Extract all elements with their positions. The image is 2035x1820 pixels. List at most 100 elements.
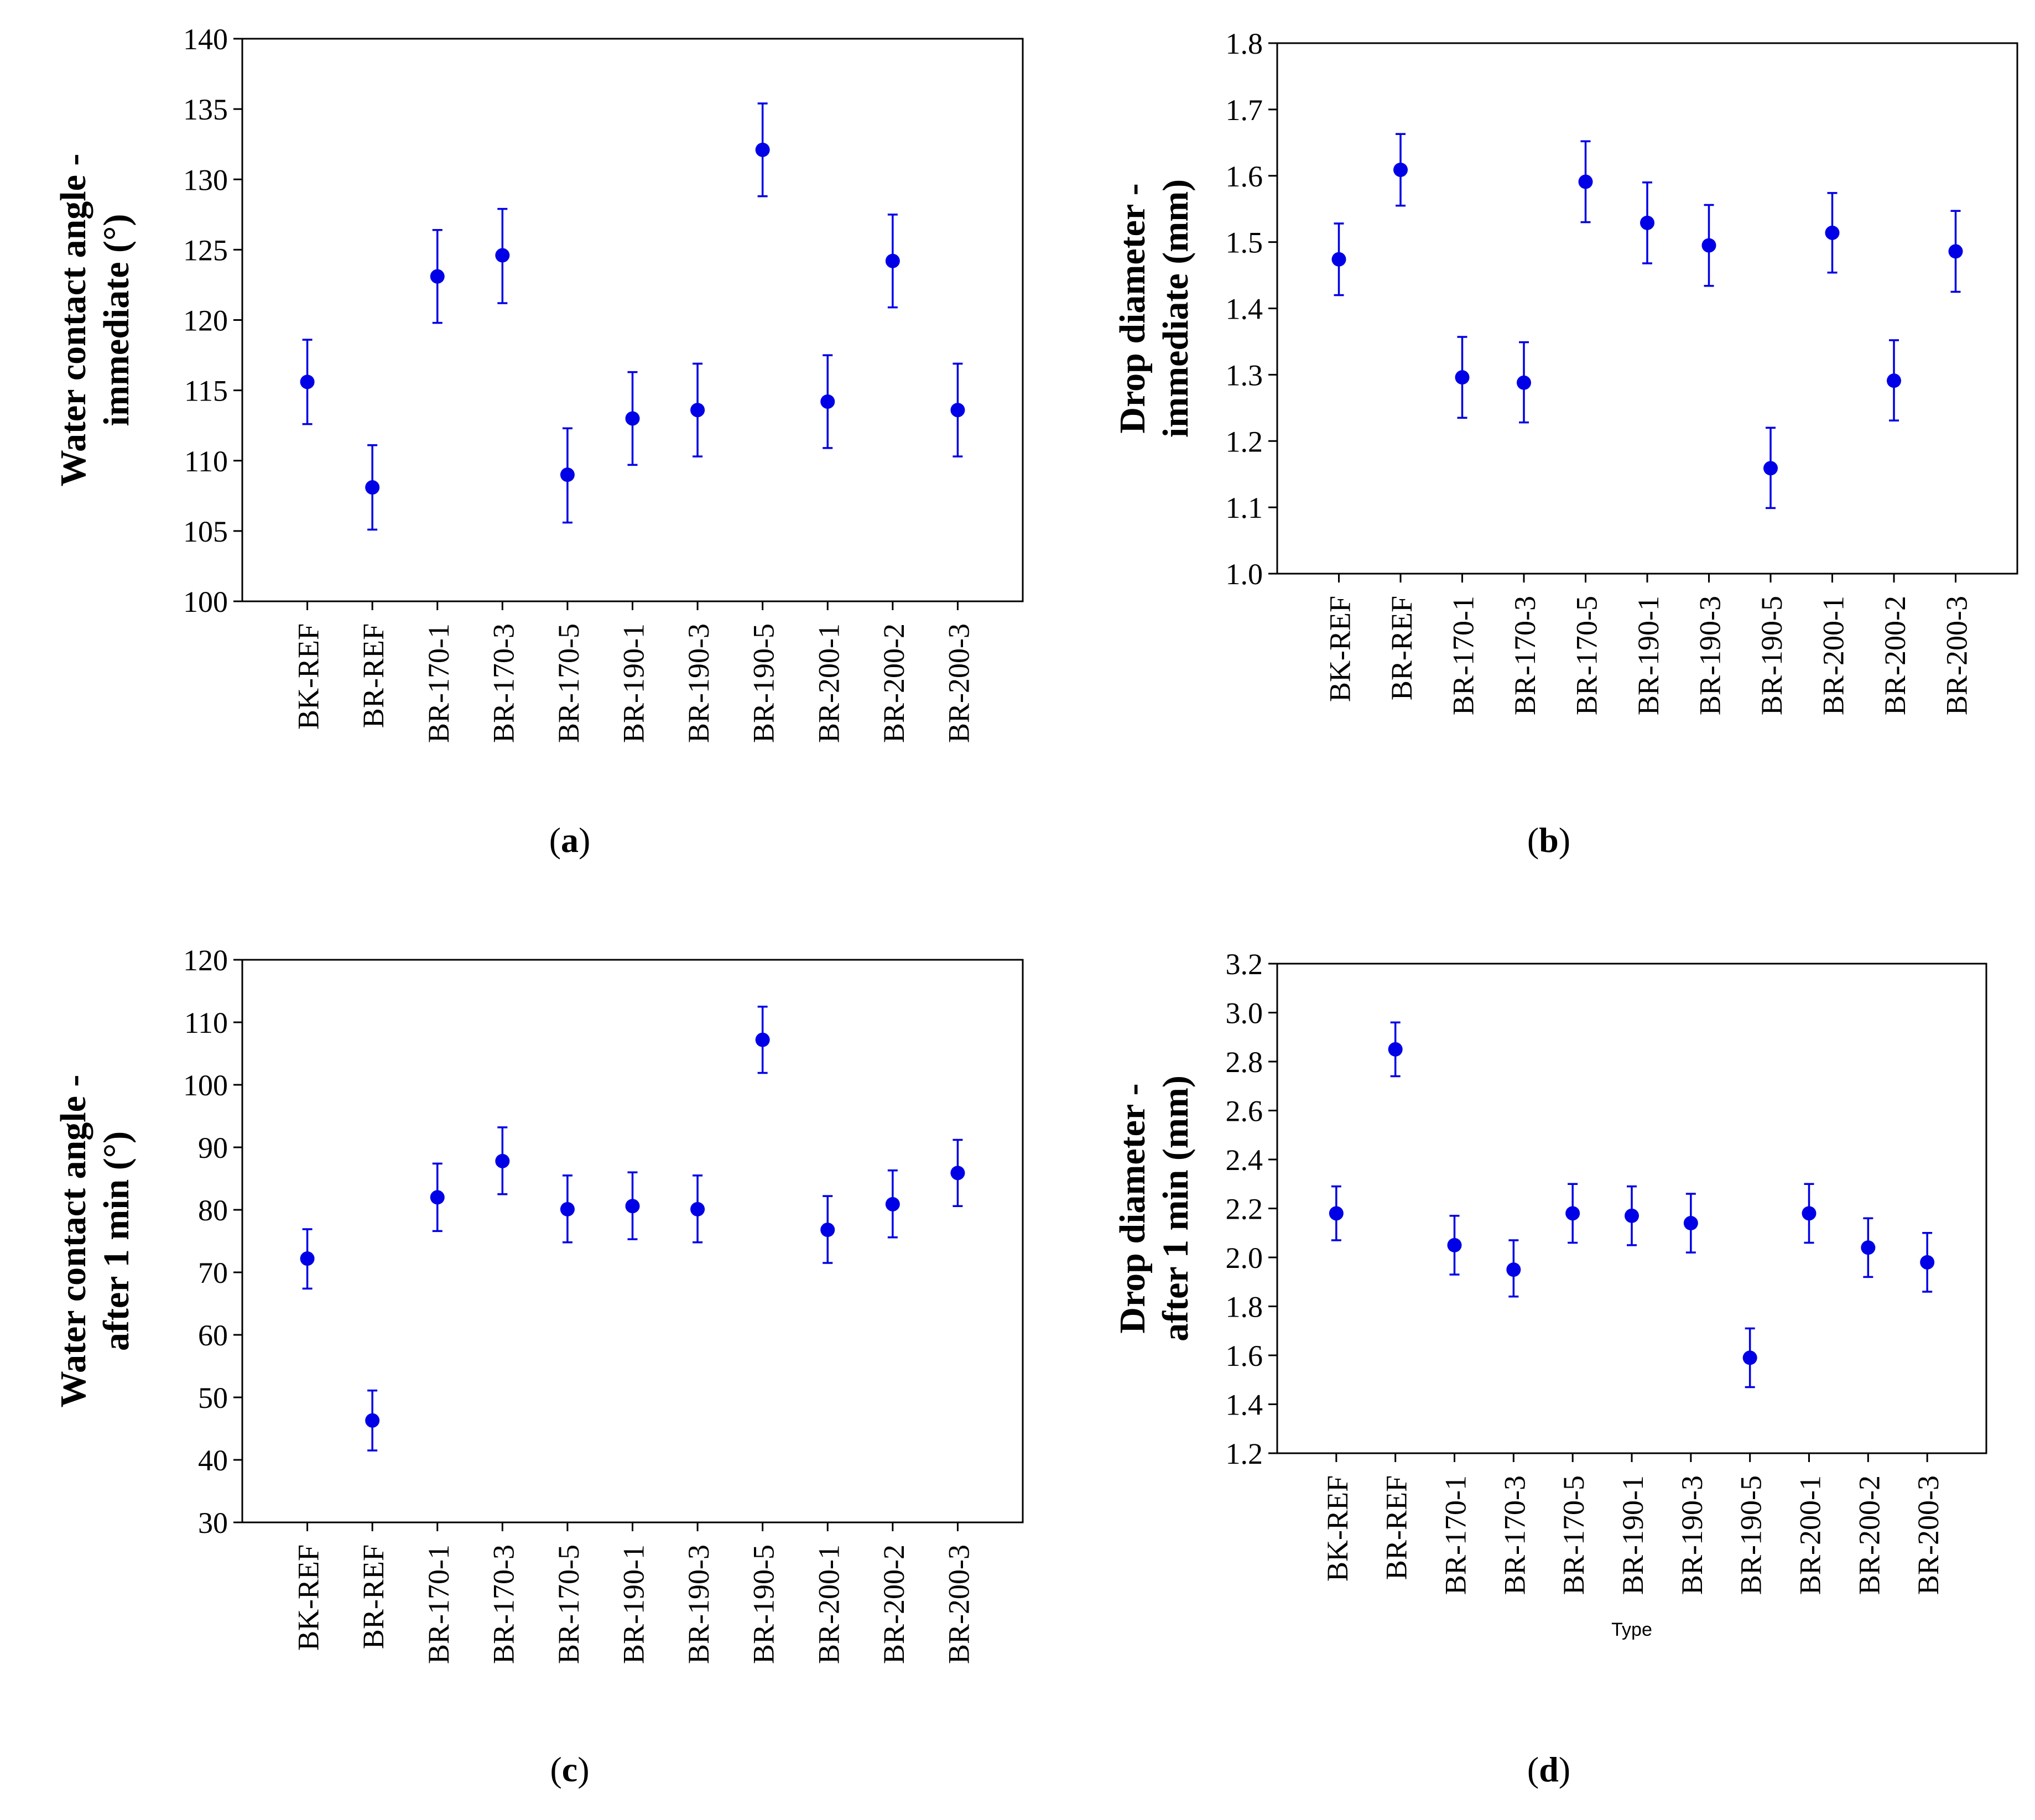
y-tick-label: 100 [183,585,228,618]
y-tick-label: 1.0 [1226,558,1263,591]
data-point [560,467,575,482]
caption-letter: c [562,1750,577,1789]
data-point [1802,1206,1817,1221]
y-tick-label: 70 [198,1256,228,1289]
x-tick-label: BK-REF [292,623,325,730]
x-tick-label: BR-170-1 [422,1545,455,1664]
data-point [365,480,380,495]
x-tick-label: BR-200-3 [1940,596,1974,715]
x-tick-label: BR-200-2 [1878,596,1912,715]
data-point [1565,1206,1580,1221]
x-tick-label: BR-200-3 [942,1545,975,1664]
data-point [300,1251,315,1266]
y-tick-label: 1.2 [1226,1437,1263,1470]
x-tick-label: BR-170-1 [1447,596,1480,715]
caption-close-paren: ) [579,820,590,860]
data-point [365,1413,380,1428]
y-tick-label: 1.8 [1226,27,1263,60]
y-tick-label: 30 [198,1506,228,1540]
y-tick-label: 2.2 [1226,1193,1263,1226]
x-tick-label: BR-170-5 [1557,1475,1590,1595]
chart-panel-a: 100 105 110 115 120 125 130 135 140 BK-REF BR-REF B… [53,23,1024,860]
panel-caption: (d) [1527,1750,1570,1789]
data-point [430,1190,445,1205]
x-tick-label: BR-170-5 [552,623,585,743]
plot-frame [241,959,1024,1523]
chart-panel-c: 30 40 50 60 70 80 90 100 110 120 BK-REF BR-REF BR-17… [53,944,1024,1789]
caption-open-paren: ( [549,820,561,860]
x-tick-label: BR-170-3 [1508,596,1542,715]
x-tick-label: BR-190-5 [1735,1475,1768,1595]
y-tick-label: 40 [198,1444,228,1477]
y-tick-label: 80 [198,1194,228,1227]
y-tick-label: 1.7 [1226,93,1263,127]
caption-letter: d [1539,1750,1559,1789]
data-point [1825,225,1840,240]
y-tick-label: 1.6 [1226,1339,1263,1372]
y-tick-label: 2.6 [1226,1095,1263,1128]
data-point [430,269,445,284]
data-point [1701,238,1716,253]
y-tick-label: 1.1 [1226,491,1263,524]
y-tick-label: 3.0 [1226,997,1263,1030]
caption-open-paren: ( [1527,1750,1539,1789]
x-tick-label: BR-200-3 [942,623,975,743]
x-tick-label: BR-190-1 [1632,596,1665,715]
chart-panel-d: 1.2 1.4 1.6 1.8 2.0 2.2 2.4 2.6 2.8 3.0 3.2 BK-REF B… [1112,948,1987,1789]
y-tick-label: 1.6 [1226,160,1263,193]
y-axis-label-line2: immediate (°) [96,214,137,427]
x-tick-label: BR-REF [1385,596,1418,700]
y-tick-label: 130 [183,163,228,196]
caption-letter: a [561,820,579,860]
data-point [495,248,510,263]
x-tick-label: BR-190-3 [1694,596,1727,715]
data-point [495,1153,510,1168]
y-axis-label-line2: after 1 min (°) [96,1131,137,1351]
x-tick-label: BR-200-1 [812,1545,845,1664]
caption-close-paren: ) [1559,1750,1570,1789]
y-tick-label: 1.3 [1226,358,1263,392]
data-point [1331,252,1346,267]
x-tick-label: BR-200-1 [1817,596,1850,715]
data-point [885,253,900,268]
y-tick-label: 140 [183,23,228,56]
x-tick-label: BR-170-1 [422,623,455,743]
x-tick-label: BR-170-3 [1498,1475,1531,1595]
data-point [1640,215,1654,230]
data-point [1920,1255,1935,1270]
y-tick-label: 2.8 [1226,1046,1263,1079]
data-point [1887,373,1901,388]
data-point [755,142,770,157]
data-point [1329,1206,1344,1221]
x-tick-label: BR-190-5 [747,1545,780,1664]
data-point [625,1199,640,1214]
data-point [625,411,640,426]
y-axis-label-line1: Water contact angle - [53,154,93,487]
caption-open-paren: ( [550,1750,561,1789]
panel-caption: (c) [550,1750,589,1789]
x-tick-label: BR-200-1 [1794,1475,1827,1595]
x-tick-label: BK-REF [292,1545,325,1651]
x-tick-label: BK-REF [1321,1475,1354,1582]
y-tick-label: 1.4 [1226,1389,1263,1422]
data-point [690,1202,705,1216]
y-tick-label: 60 [198,1319,228,1352]
x-tick-label: BR-170-3 [487,1545,520,1664]
caption-close-paren: ) [577,1750,589,1789]
x-tick-label: BR-190-5 [1755,596,1788,715]
data-point [300,375,315,389]
plot-frame [1276,42,2018,575]
y-tick-label: 135 [183,93,228,126]
data-point [1393,162,1408,177]
data-point [1763,461,1778,476]
x-tick-label: BR-170-5 [1570,596,1604,715]
data-point [885,1197,900,1211]
y-tick-label: 50 [198,1381,228,1415]
y-tick-label: 125 [183,233,228,267]
y-tick-label: 120 [183,304,228,337]
plot-frame [241,38,1024,602]
data-point [1578,174,1593,189]
data-point [950,1166,965,1181]
y-axis-label-line1: Drop diameter - [1112,183,1153,433]
y-tick-label: 1.2 [1226,425,1263,458]
